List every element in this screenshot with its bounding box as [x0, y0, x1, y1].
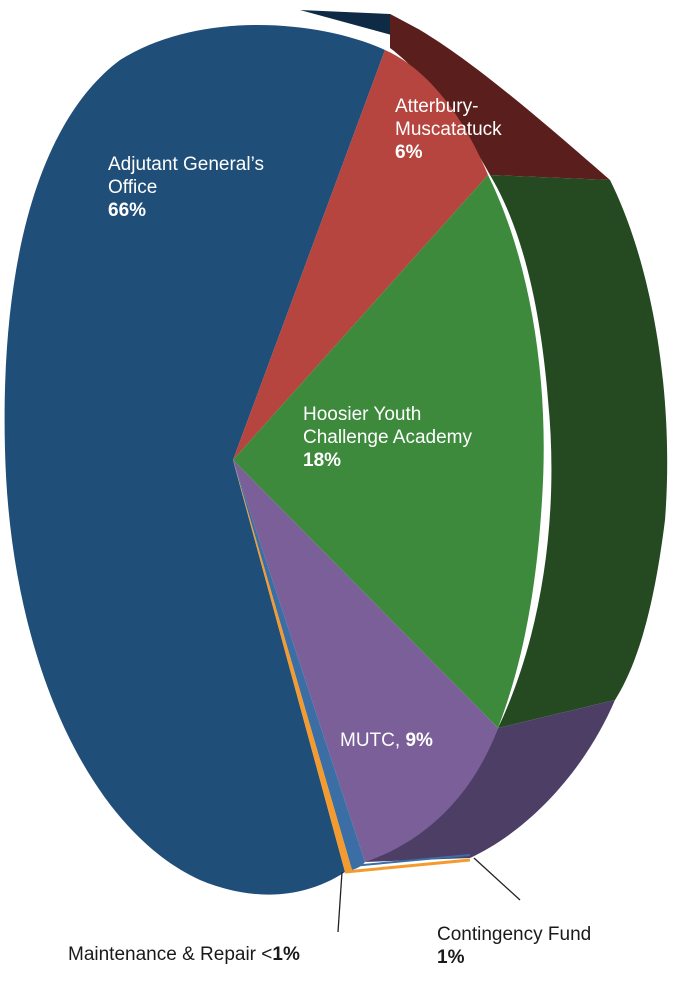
label-maintenance-name: Maintenance & Repair < [68, 944, 273, 965]
maintenance-edge [344, 858, 471, 874]
slice-atterbury [233, 50, 488, 460]
slice-contingency [233, 460, 365, 870]
label-mutc-percent: 9% [405, 730, 433, 751]
slice-side-atterbury [390, 14, 610, 180]
label-mutc: MUTC, 9% [340, 729, 433, 752]
leader-contingency [473, 857, 521, 901]
slice-adjutant [4, 25, 386, 895]
label-maintenance: Maintenance & Repair <1% [68, 943, 300, 966]
label-adjutant-line2: Office [108, 177, 158, 198]
slice-maintenance [233, 460, 352, 872]
label-atterbury-line1: Atterbury- [395, 96, 479, 117]
label-adjutant-percent: 66% [108, 200, 147, 221]
label-hyca-line1: Hoosier Youth [303, 404, 422, 425]
label-adjutant: Adjutant General’s Office 66% [108, 153, 264, 222]
label-hyca-line2: Challenge Academy [303, 427, 472, 448]
label-atterbury-percent: 6% [395, 142, 423, 163]
label-contingency-name: Contingency Fund [437, 924, 592, 945]
label-contingency: Contingency Fund 1% [437, 923, 591, 969]
slice-mutc [233, 460, 498, 862]
label-mutc-name: MUTC, [340, 730, 406, 751]
label-adjutant-line1: Adjutant General’s [108, 154, 264, 175]
label-atterbury: Atterbury- Muscatatuck 6% [395, 95, 502, 164]
slice-side-mutc [365, 700, 615, 862]
leader-maintenance [337, 871, 343, 933]
label-atterbury-line2: Muscatatuck [395, 119, 502, 140]
label-contingency-percent: 1% [437, 947, 465, 968]
label-hyca-percent: 18% [303, 450, 342, 471]
contingency-edge [351, 854, 471, 867]
slice-hyca [233, 175, 544, 728]
label-hyca: Hoosier Youth Challenge Academy 18% [303, 403, 472, 472]
label-maintenance-percent: 1% [272, 944, 300, 965]
slice-side-hyca [490, 175, 668, 728]
